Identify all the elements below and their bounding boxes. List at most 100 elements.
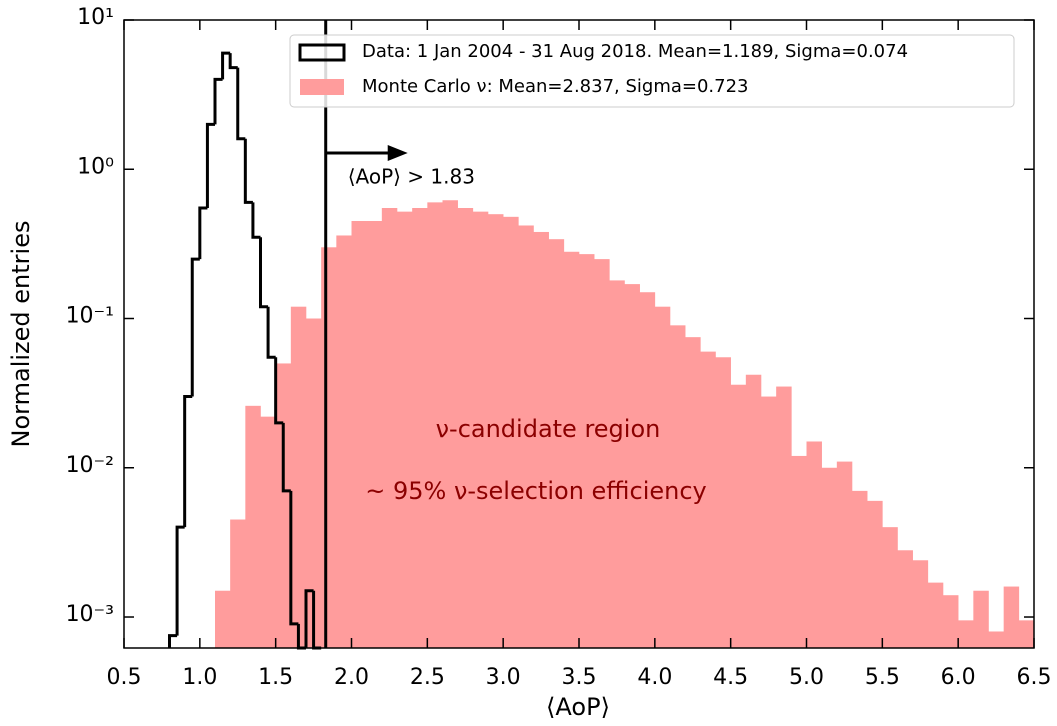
histogram-step <box>274 357 284 425</box>
x-tick-label: 5.0 <box>789 665 824 690</box>
histogram-bar <box>306 318 322 648</box>
histogram-bar <box>245 405 261 648</box>
histogram-bar <box>609 280 625 648</box>
histogram-bar <box>639 292 656 648</box>
x-tick-label: 4.0 <box>637 665 672 690</box>
histogram-bar <box>730 384 747 648</box>
histogram-bar <box>958 620 974 648</box>
histogram-bar <box>912 560 929 648</box>
histogram-bar <box>715 357 731 648</box>
histogram-step <box>266 306 276 359</box>
x-axis-label: ⟨AoP⟩ <box>546 693 610 721</box>
histogram-bar <box>518 225 534 648</box>
histogram-bar <box>230 519 246 648</box>
histogram-step <box>198 206 208 260</box>
histogram-bar <box>1018 620 1035 648</box>
histogram-bar <box>806 441 822 648</box>
histogram-bar <box>563 251 580 648</box>
x-tick-label: 6.0 <box>941 665 976 690</box>
x-tick-label: 5.5 <box>865 665 900 690</box>
histogram-step <box>259 237 269 309</box>
histogram-bar <box>836 461 853 648</box>
histogram-step <box>289 490 299 626</box>
histogram-bar <box>897 550 913 648</box>
histogram-bar <box>943 595 959 648</box>
x-tick-label: 3.5 <box>562 665 597 690</box>
histogram-bar <box>821 467 838 648</box>
histogram-bar <box>290 306 307 648</box>
x-tick-label: 4.5 <box>713 665 748 690</box>
x-tick-label: 6.5 <box>1017 665 1052 690</box>
annotation: ν-candidate region <box>436 415 661 443</box>
histogram-bar <box>381 208 398 649</box>
histogram-step <box>183 395 193 528</box>
histogram-bar <box>275 363 292 648</box>
histogram-step <box>190 257 200 397</box>
histogram-bar <box>988 631 1004 648</box>
y-tick-label: 10⁻¹ <box>66 304 114 329</box>
histogram-step <box>243 138 253 204</box>
histogram-step <box>304 589 314 648</box>
cut-label: ⟨AoP⟩ > 1.83 <box>348 165 475 189</box>
histogram-bar <box>427 202 443 649</box>
y-axis-label: Normalized entries <box>7 221 35 448</box>
histogram-bar <box>973 590 989 648</box>
histogram-bar <box>472 211 489 648</box>
x-tick-label: 1.0 <box>182 665 217 690</box>
histogram-bar <box>761 396 777 648</box>
histogram-bar <box>260 416 276 648</box>
legend-label: Monte Carlo ν: Mean=2.837, Sigma=0.723 <box>362 76 749 97</box>
histogram-bar <box>351 221 367 648</box>
histogram-step <box>228 53 238 70</box>
histogram-bar <box>533 231 549 649</box>
x-tick-label: 2.0 <box>334 665 369 690</box>
histogram-bar <box>442 200 458 648</box>
histogram-bar <box>321 247 337 648</box>
histogram-bar <box>852 490 868 648</box>
x-tick-label: 2.5 <box>410 665 445 690</box>
histogram-bar <box>670 325 686 648</box>
histogram-bar <box>488 214 504 648</box>
histogram-bar <box>579 254 595 649</box>
y-tick-label: 10⁰ <box>77 154 114 179</box>
x-tick-label: 3.0 <box>486 665 521 690</box>
histogram-bar <box>700 351 716 648</box>
annotation: ~ 95% ν-selection efficiency <box>365 477 706 505</box>
histogram-step <box>168 634 178 648</box>
legend-swatch <box>298 43 346 62</box>
histogram-step <box>251 202 261 239</box>
histogram-bar <box>366 221 383 648</box>
histogram-bar <box>882 527 898 648</box>
histogram-bar <box>215 590 231 648</box>
y-tick-label: 10¹ <box>77 5 114 30</box>
histogram-bar <box>624 284 640 648</box>
histogram-bar <box>685 337 701 648</box>
histogram-step <box>175 525 185 636</box>
legend-label: Data: 1 Jan 2004 - 31 Aug 2018. Mean=1.1… <box>362 41 908 62</box>
histogram-step <box>236 67 246 141</box>
histogram-bar <box>867 500 883 648</box>
histogram-step <box>281 422 291 493</box>
legend-box <box>289 34 1015 108</box>
histogram-step <box>205 122 215 209</box>
x-tick-label: 1.5 <box>258 665 293 690</box>
histogram-bar <box>594 259 610 648</box>
histogram-bar <box>654 306 671 648</box>
histogram-bar <box>548 239 565 648</box>
cut-arrowhead <box>387 145 408 161</box>
y-tick-label: 10⁻³ <box>66 602 114 627</box>
histogram-bar <box>412 208 428 649</box>
histogram-bar <box>791 455 807 648</box>
x-tick-label: 0.5 <box>107 665 142 690</box>
histogram-bar <box>927 582 944 648</box>
histogram-bar <box>336 235 352 648</box>
histogram-bar <box>503 216 519 648</box>
histogram-bar <box>745 374 762 648</box>
histogram-bar <box>1003 586 1020 648</box>
histogram-bar <box>397 211 413 648</box>
histogram-step <box>221 51 231 80</box>
histogram-bar <box>776 386 792 648</box>
histogram-bar <box>457 208 474 649</box>
